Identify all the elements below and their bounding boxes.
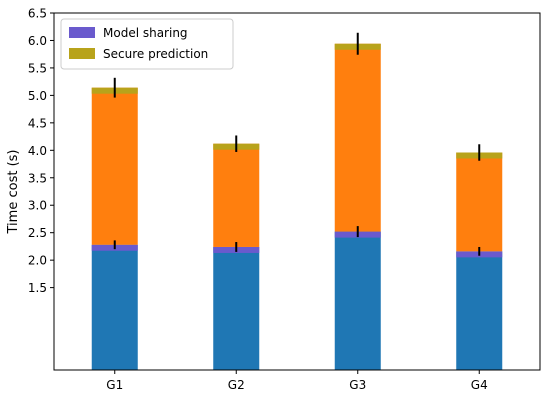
y-tick-label: 6.5 [28, 7, 47, 21]
bar-G2-secure-prediction [213, 143, 260, 247]
bar-G4-model-sharing [456, 251, 503, 370]
bar-G2-model-sharing [213, 246, 260, 370]
bar-G3-model-sharing [334, 231, 381, 370]
y-tick-label: 6.0 [28, 34, 47, 48]
y-axis: 1.5 2.0 2.5 3.0 3.5 4.0 4.5 5.0 5.5 6.0 6.5 [28, 7, 54, 295]
x-axis: G1 G2 G3 G4 [106, 370, 488, 392]
x-tick-label: G4 [471, 378, 488, 392]
legend: Model sharing Secure prediction [60, 18, 234, 70]
bar-G1-secure-prediction [91, 87, 138, 245]
legend-label: Model sharing [103, 26, 188, 40]
bar-G4-secure-prediction [456, 152, 503, 252]
y-tick-label: 2.5 [28, 226, 47, 240]
error-bars-layer [113, 32, 481, 256]
bar-G3-secure-prediction [334, 43, 381, 232]
bar-G1-model-sharing [91, 244, 138, 370]
y-tick-label: 3.0 [28, 199, 47, 213]
legend-box [60, 18, 234, 70]
x-tick-label: G3 [349, 378, 366, 392]
bars-layer [91, 43, 503, 370]
x-tick-label: G2 [228, 378, 245, 392]
y-tick-label: 5.5 [28, 61, 47, 75]
y-tick-label: 4.5 [28, 116, 47, 130]
legend-swatch [69, 27, 95, 38]
plot-frame [53, 12, 541, 371]
y-tick-label: 2.0 [28, 254, 47, 268]
y-axis-label: Time cost (s) [6, 150, 21, 235]
y-tick-label: 5.0 [28, 89, 47, 103]
y-tick-label: 3.5 [28, 171, 47, 185]
x-tick-label: G1 [106, 378, 123, 392]
legend-swatch [69, 48, 95, 59]
y-tick-label: 1.5 [28, 281, 47, 295]
legend-label: Secure prediction [103, 47, 208, 61]
y-tick-label: 4.0 [28, 144, 47, 158]
